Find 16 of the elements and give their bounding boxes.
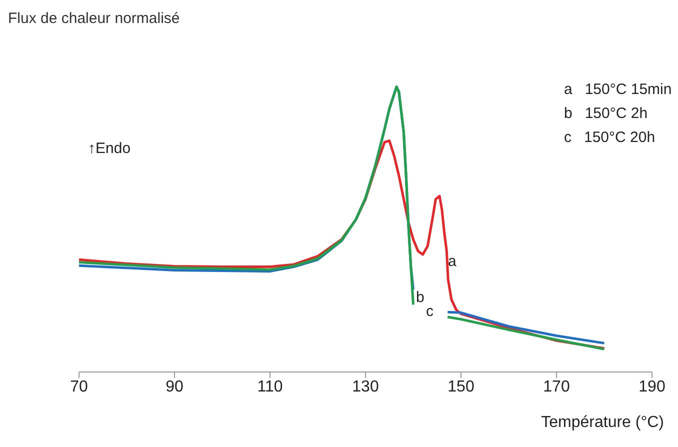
annotation: a <box>448 253 456 270</box>
annotation: ↑Endo <box>88 140 131 157</box>
x-axis-title: Température (°C) <box>541 414 664 432</box>
x-tick-label: 190 <box>638 378 666 396</box>
x-tick-label: 70 <box>70 378 88 396</box>
x-tick-label: 110 <box>257 378 283 396</box>
x-tick-label: 150 <box>448 378 474 396</box>
annotation: c 150°C 20h <box>564 129 656 146</box>
annotation: b <box>416 289 424 306</box>
x-tick-label: 170 <box>543 378 570 396</box>
annotation: b 150°C 2h <box>564 105 648 122</box>
annotation: a 150°C 15min <box>564 81 672 98</box>
x-tick-label: 130 <box>352 378 379 396</box>
x-tick-label: 90 <box>166 378 184 396</box>
annotation: c <box>426 303 434 320</box>
y-axis-title: Flux de chaleur normalisé <box>8 10 180 27</box>
